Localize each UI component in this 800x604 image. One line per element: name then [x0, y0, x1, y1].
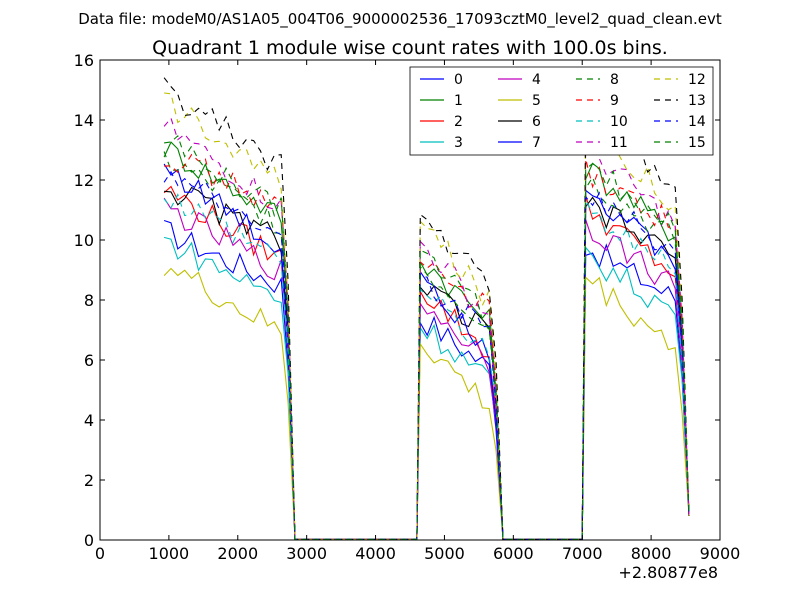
y-tick-label: 2: [84, 471, 94, 490]
x-tick-label: 9000: [700, 544, 741, 563]
ticks-layer: 0 1000 2000 3000 4000 5000 6000 7000 8000 9000 0 2 4…: [74, 51, 741, 563]
legend-label: 15: [688, 135, 706, 151]
series-line-12: [164, 92, 690, 540]
legend-label: 2: [454, 114, 463, 130]
x-tick-label: 4000: [355, 544, 396, 563]
x-offset-label: +2.80877e8: [618, 563, 718, 582]
series-line-5: [163, 267, 690, 540]
x-tick-label: 2000: [217, 544, 258, 563]
legend-label: 4: [532, 72, 541, 88]
legend-label: 10: [610, 114, 628, 130]
x-tick-label: 7000: [562, 544, 603, 563]
y-tick-label: 12: [74, 171, 94, 190]
legend-label: 7: [532, 135, 541, 151]
y-tick-label: 4: [84, 411, 94, 430]
legend-label: 6: [532, 114, 541, 130]
x-tick-label: 3000: [286, 544, 327, 563]
legend-label: 1: [454, 93, 463, 109]
y-tick-label: 14: [74, 111, 94, 130]
series-line-7: [163, 163, 690, 540]
legend-label: 3: [454, 135, 463, 151]
series-line-11: [163, 117, 690, 540]
series-line-8: [163, 151, 690, 540]
series-line-9: [164, 153, 690, 540]
series-line-15: [164, 134, 690, 540]
series-line-2: [163, 185, 690, 540]
legend-label: 11: [610, 135, 628, 151]
series-line-4: [163, 197, 690, 540]
figure-suptitle: Data file: modeM0/AS1A05_004T06_90000025…: [78, 10, 722, 29]
series-line-6: [164, 186, 690, 540]
x-tick-label: 0: [95, 544, 105, 563]
x-tick-label: 8000: [631, 544, 672, 563]
y-tick-label: 0: [84, 531, 94, 550]
legend-label: 8: [610, 72, 619, 88]
legend-label: 14: [688, 114, 706, 130]
series-line-0: [163, 219, 690, 540]
legend-label: 0: [454, 72, 463, 88]
x-tick-label: 5000: [424, 544, 465, 563]
series-line-3: [163, 236, 690, 540]
x-tick-label: 6000: [493, 544, 534, 563]
x-tick-label: 1000: [149, 544, 190, 563]
legend-label: 5: [532, 93, 541, 109]
y-tick-label: 10: [74, 231, 94, 250]
legend-box: [409, 66, 714, 156]
legend-label: 12: [688, 72, 706, 88]
series-line-10: [163, 193, 690, 540]
y-tick-label: 16: [74, 51, 94, 70]
chart-title: Quadrant 1 module wise count rates with …: [152, 37, 668, 59]
y-tick-label: 6: [84, 351, 94, 370]
legend-label: 9: [610, 93, 619, 109]
legend-label: 13: [688, 93, 706, 109]
y-tick-label: 8: [84, 291, 94, 310]
